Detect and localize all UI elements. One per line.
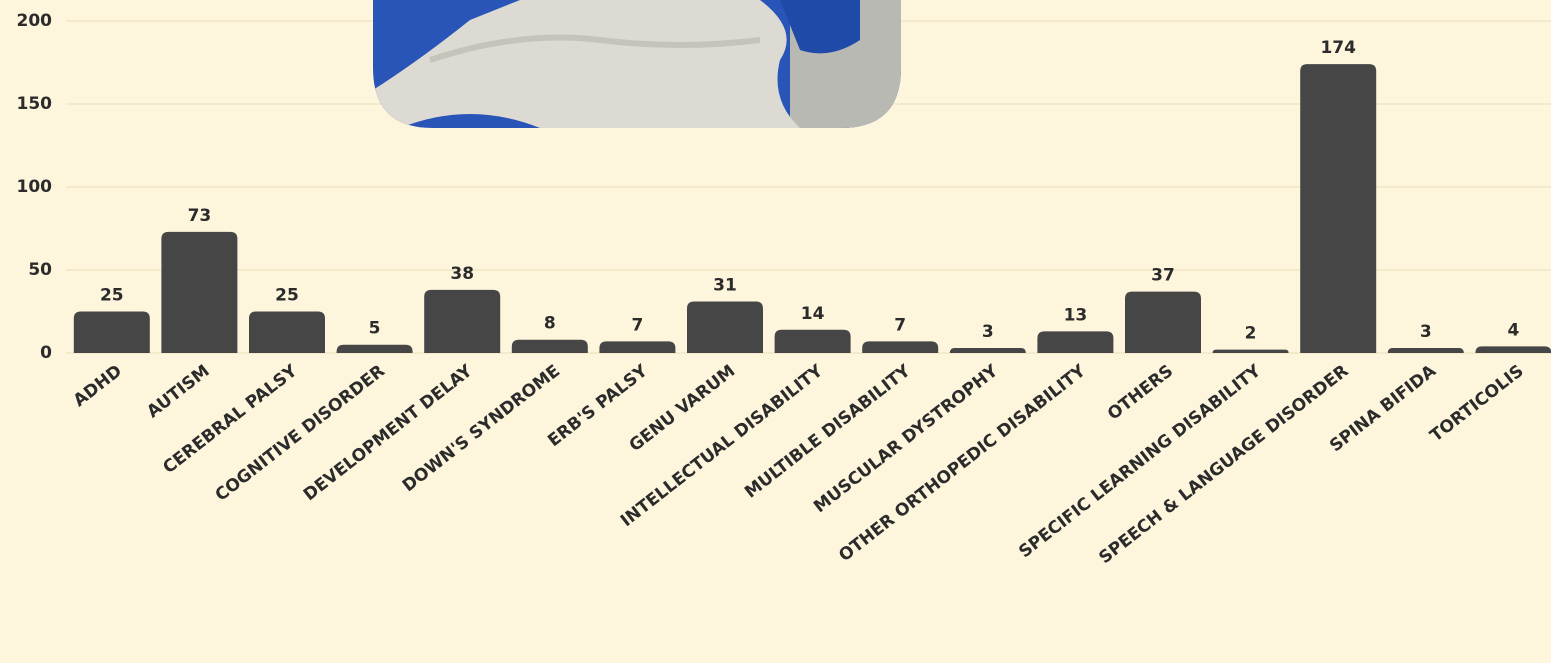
- bar: [774, 329, 851, 353]
- value-label: 3: [982, 322, 994, 342]
- value-label: 73: [188, 206, 212, 226]
- value-label: 25: [275, 286, 299, 306]
- photo: [373, 0, 901, 128]
- y-tick-label: 0: [40, 343, 52, 363]
- bar: [862, 341, 939, 353]
- bar: [949, 348, 1026, 353]
- bar: [1212, 349, 1289, 353]
- value-label: 25: [100, 286, 124, 306]
- value-label: 174: [1320, 38, 1356, 58]
- bar: [424, 289, 501, 353]
- bar: [599, 341, 676, 353]
- bar: [161, 231, 238, 353]
- bar: [1125, 291, 1201, 353]
- bar: [511, 339, 588, 353]
- value-label: 5: [369, 319, 381, 339]
- bar: [1387, 348, 1464, 353]
- y-tick-label: 200: [17, 11, 53, 31]
- bar: [1475, 346, 1551, 353]
- y-tick-label: 50: [28, 260, 52, 280]
- value-label: 38: [450, 264, 474, 284]
- value-label: 14: [801, 304, 825, 324]
- bar: [249, 311, 325, 353]
- value-label: 13: [1064, 305, 1088, 325]
- bar: [336, 344, 413, 353]
- value-label: 3: [1420, 322, 1432, 342]
- value-label: 2: [1245, 324, 1257, 344]
- bar: [73, 311, 150, 353]
- value-label: 7: [631, 315, 643, 335]
- value-label: 37: [1151, 266, 1175, 286]
- y-tick-label: 150: [17, 94, 53, 114]
- bar: [687, 301, 763, 353]
- value-label: 8: [544, 314, 556, 334]
- value-label: 31: [713, 276, 737, 296]
- y-tick-label: 100: [17, 177, 53, 197]
- value-label: 4: [1507, 320, 1519, 340]
- value-label: 7: [894, 315, 906, 335]
- bar: [1037, 331, 1114, 353]
- bar: [1300, 64, 1377, 353]
